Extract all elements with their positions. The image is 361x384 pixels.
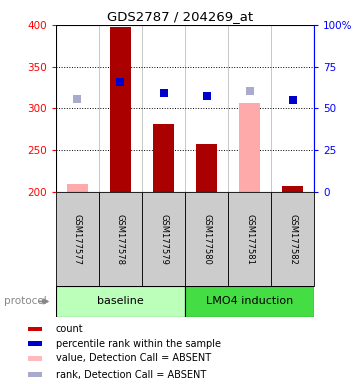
Bar bbox=[228, 192, 271, 286]
Bar bbox=[153, 124, 174, 192]
Bar bbox=[282, 186, 303, 192]
Text: value, Detection Call = ABSENT: value, Detection Call = ABSENT bbox=[56, 353, 211, 364]
Text: LMO4 induction: LMO4 induction bbox=[206, 296, 293, 306]
Point bbox=[118, 79, 123, 85]
Point bbox=[247, 88, 252, 94]
Bar bbox=[239, 103, 260, 192]
Bar bbox=[196, 144, 217, 192]
Text: GSM177581: GSM177581 bbox=[245, 214, 254, 265]
Text: count: count bbox=[56, 324, 83, 334]
Bar bbox=[110, 28, 131, 192]
Point bbox=[290, 97, 295, 103]
Text: rank, Detection Call = ABSENT: rank, Detection Call = ABSENT bbox=[56, 369, 206, 380]
Text: GSM177579: GSM177579 bbox=[159, 214, 168, 265]
Text: GSM177577: GSM177577 bbox=[73, 214, 82, 265]
Point bbox=[204, 93, 209, 99]
Point bbox=[75, 96, 81, 103]
Point bbox=[161, 89, 166, 96]
Bar bbox=[56, 192, 99, 286]
Bar bbox=[29, 341, 42, 346]
Bar bbox=[142, 192, 185, 286]
Bar bbox=[29, 372, 42, 377]
Text: baseline: baseline bbox=[97, 296, 144, 306]
Bar bbox=[271, 192, 314, 286]
Text: GSM177578: GSM177578 bbox=[116, 214, 125, 265]
Text: protocol: protocol bbox=[4, 296, 46, 306]
Text: GDS2787 / 204269_at: GDS2787 / 204269_at bbox=[108, 10, 253, 23]
Bar bbox=[185, 286, 314, 317]
Bar bbox=[185, 192, 228, 286]
Text: GSM177580: GSM177580 bbox=[202, 214, 211, 265]
Bar bbox=[67, 184, 88, 192]
Bar bbox=[29, 326, 42, 331]
Text: GSM177582: GSM177582 bbox=[288, 214, 297, 265]
Bar bbox=[29, 356, 42, 361]
Bar bbox=[99, 192, 142, 286]
Text: percentile rank within the sample: percentile rank within the sample bbox=[56, 339, 221, 349]
Bar bbox=[56, 286, 185, 317]
